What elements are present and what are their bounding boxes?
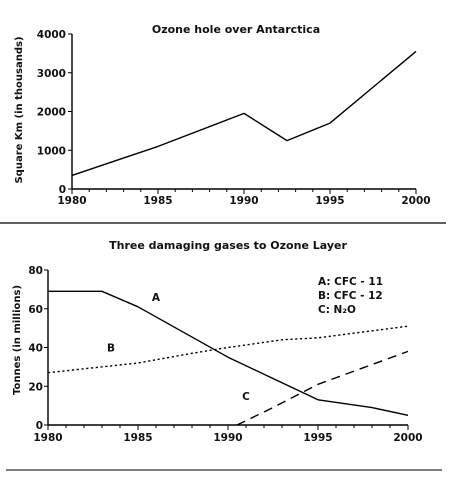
x-tick-label: 2000 (401, 195, 430, 207)
x-tick-label: 1990 (229, 195, 258, 207)
y-tick-label: 4000 (37, 29, 66, 41)
y-axis-label: Square Km (in thousands) (14, 36, 25, 183)
series-label-c: C (242, 391, 250, 403)
legend-entry: A: CFC - 11 (318, 276, 383, 288)
chart-damaging-gases: Three damaging gases to Ozone Layer Tonne… (12, 239, 423, 444)
y-tick-label: 40 (28, 343, 43, 355)
y-tick-label: 3000 (37, 68, 66, 80)
y-tick-label: 0 (36, 420, 43, 432)
y-tick-label: 0 (59, 184, 66, 196)
y-tick-label: 60 (28, 304, 43, 316)
x-tick-label: 2000 (393, 432, 422, 444)
y-tick-label: 80 (28, 265, 43, 277)
x-tick-label: 1980 (33, 432, 62, 444)
y-tick-label: 2000 (37, 107, 66, 119)
x-tick-label: 1985 (123, 432, 152, 444)
series-line-c (236, 350, 409, 426)
series-line-b (47, 325, 409, 374)
y-tick-label: 1000 (37, 145, 66, 157)
y-axis-label: Tonnes (in millions) (12, 285, 23, 395)
x-tick-label: 1985 (143, 195, 172, 207)
chart-ozone-hole: Ozone hole over Antarctica Square Km (in … (14, 23, 431, 207)
legend-entry: C: N₂O (318, 304, 356, 316)
chart-title: Three damaging gases to Ozone Layer (109, 239, 347, 252)
series-line (71, 50, 417, 177)
series-label-b: B (107, 342, 115, 354)
legend-entry: B: CFC - 12 (318, 290, 383, 302)
y-tick-label: 20 (28, 381, 43, 393)
series-line-a (48, 290, 409, 416)
chart-title: Ozone hole over Antarctica (152, 23, 320, 36)
x-tick-label: 1980 (57, 195, 86, 207)
x-tick-label: 1995 (303, 432, 332, 444)
series-label-a: A (152, 292, 161, 304)
x-tick-label: 1990 (213, 432, 242, 444)
x-tick-label: 1995 (315, 195, 344, 207)
